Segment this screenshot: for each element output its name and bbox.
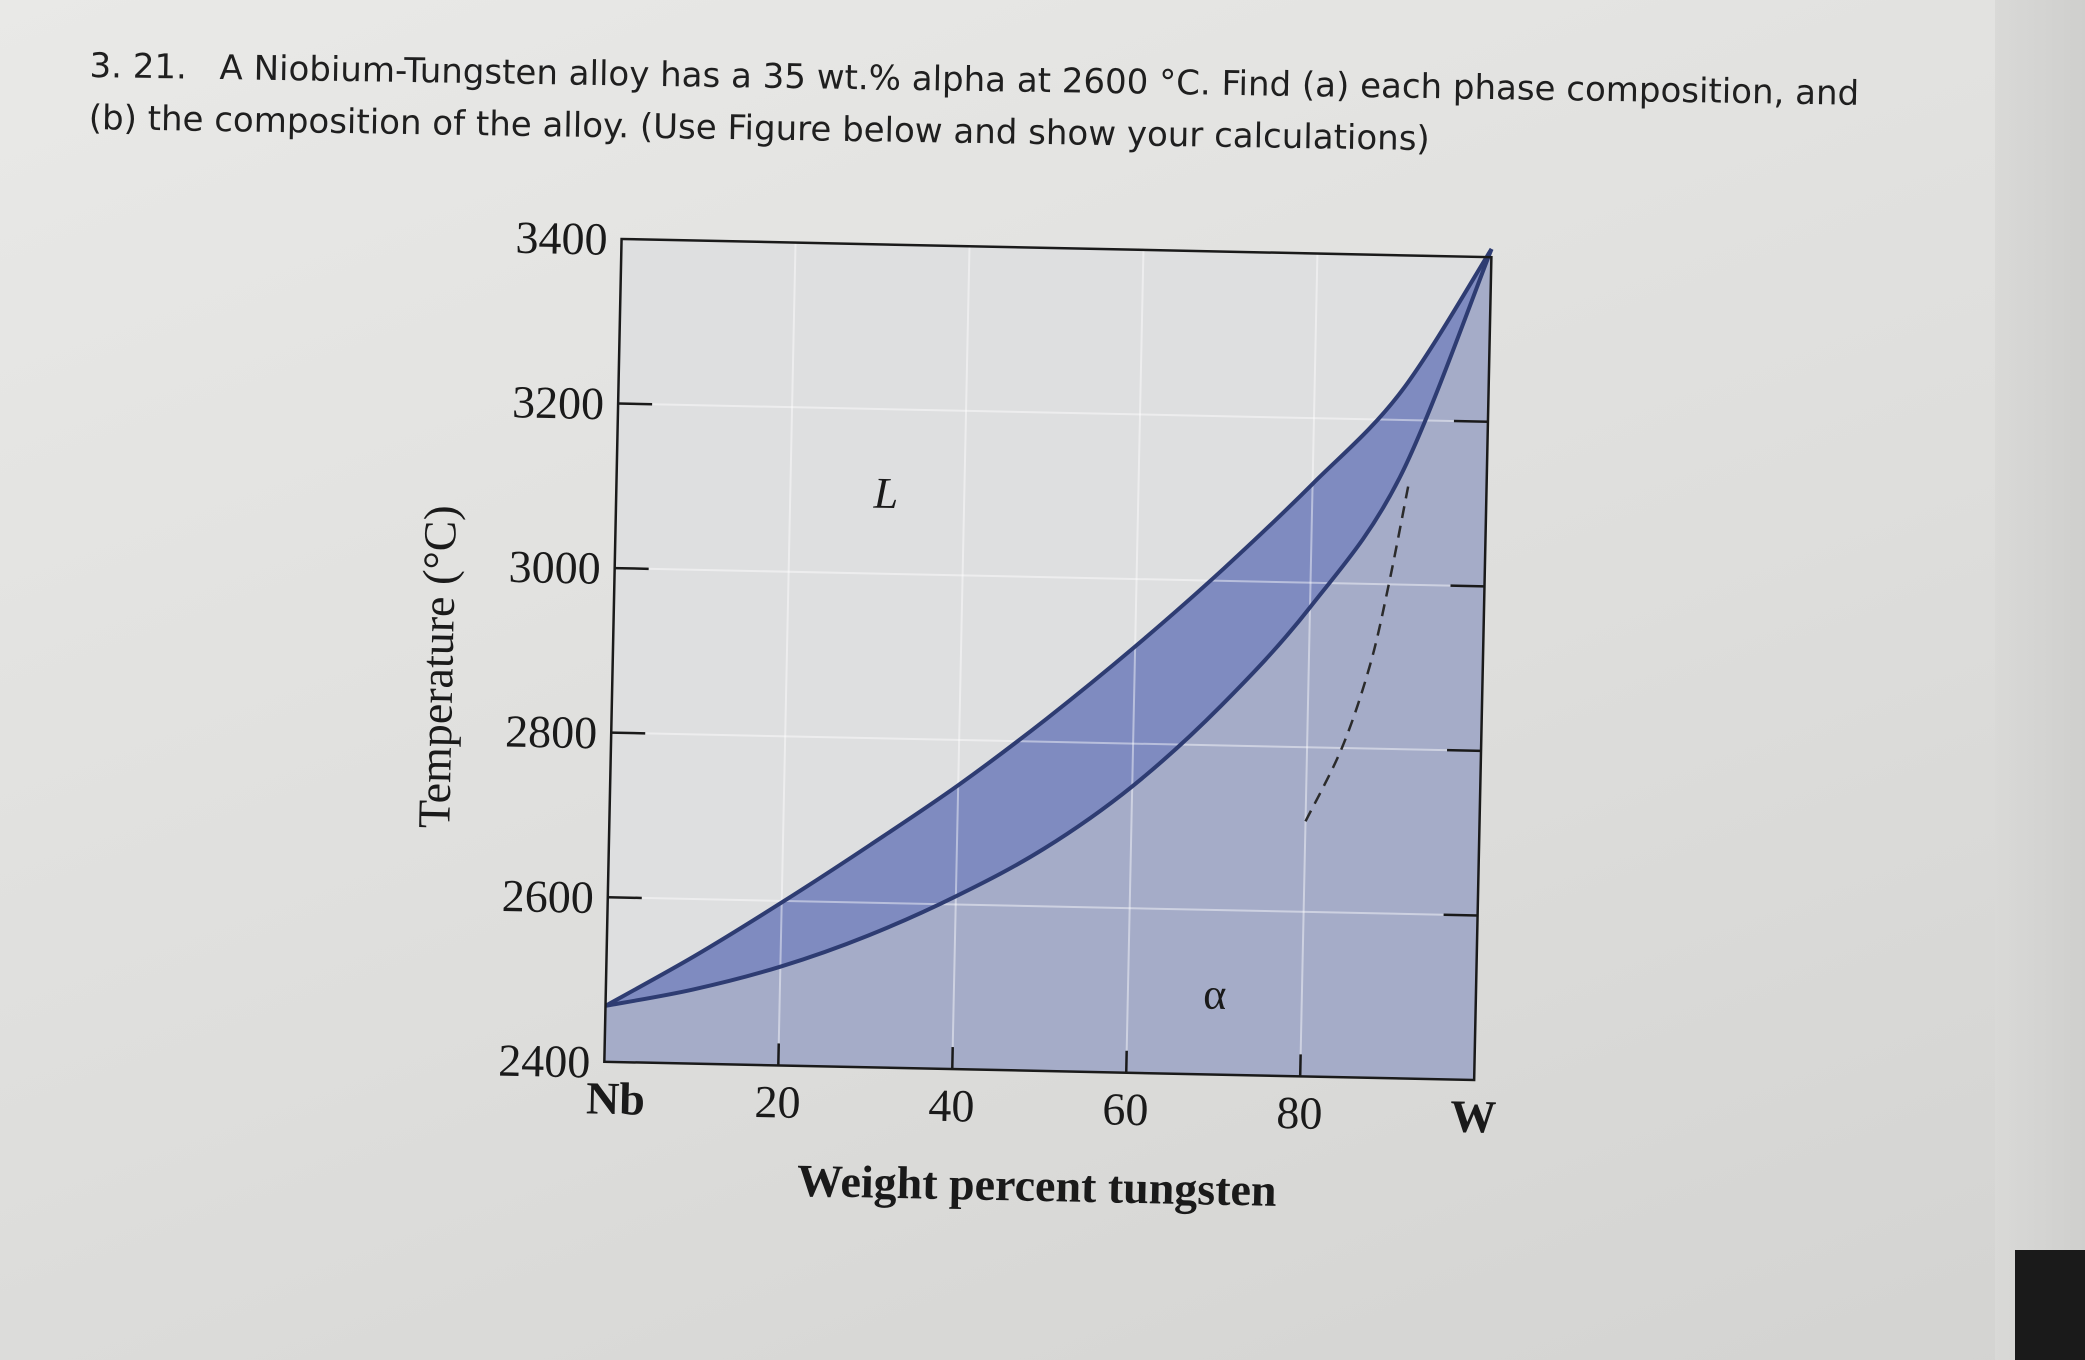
x-tick-label: 40 bbox=[928, 1080, 975, 1132]
liquid-region bbox=[605, 238, 1492, 1006]
grid-line-y bbox=[614, 567, 1485, 588]
axis-ticks bbox=[607, 402, 1488, 1077]
x-tick-label: Nb bbox=[586, 1072, 646, 1124]
y-tick-label: 3000 bbox=[508, 541, 601, 594]
y-tick-label: 2400 bbox=[498, 1035, 591, 1088]
dashed-curve bbox=[1304, 485, 1410, 822]
y-tick-left bbox=[607, 895, 642, 900]
y-tick-label: 3200 bbox=[512, 376, 605, 429]
region-label-liquid: L bbox=[872, 469, 899, 519]
region-label-alpha: α bbox=[1203, 969, 1227, 1018]
x-tick-label: W bbox=[1450, 1091, 1497, 1143]
y-tick-right bbox=[1443, 913, 1478, 917]
grid-line-y bbox=[611, 731, 1482, 752]
y-axis-label: Temperature (°C) bbox=[408, 505, 466, 829]
grid-line-y bbox=[607, 896, 1478, 917]
y-tick-right bbox=[1447, 748, 1482, 753]
y-tick-left bbox=[618, 402, 653, 406]
grid-line-x bbox=[1125, 249, 1145, 1073]
grid-line-y bbox=[618, 402, 1488, 423]
background-corner bbox=[2015, 1250, 2085, 1360]
x-tick-label: 20 bbox=[754, 1076, 801, 1128]
x-axis-label: Weight percent tungsten bbox=[797, 1155, 1278, 1216]
y-tick-label: 2600 bbox=[501, 870, 594, 923]
x-tick-label: 60 bbox=[1102, 1083, 1149, 1135]
y-tick-label: 2800 bbox=[505, 705, 598, 758]
grid-line-x bbox=[1299, 253, 1319, 1077]
solidus-curve bbox=[605, 248, 1494, 1008]
paper-edge bbox=[1995, 0, 2085, 1360]
y-tick-left bbox=[614, 566, 649, 571]
plot-frame bbox=[603, 237, 1493, 1082]
grid-lines bbox=[607, 242, 1488, 1077]
x-tick-label: 80 bbox=[1276, 1087, 1323, 1139]
y-tick-label: 3400 bbox=[515, 212, 608, 265]
y-tick-left bbox=[611, 731, 646, 735]
y-tick-labels: 2400 2600 2800 3000 3200 3400 bbox=[498, 212, 608, 1088]
liquidus-curve bbox=[604, 247, 1494, 1008]
x-tick-labels: Nb 20 40 60 80 W bbox=[586, 1072, 1497, 1142]
y-tick-right bbox=[1453, 419, 1488, 424]
y-tick-right bbox=[1450, 584, 1485, 588]
grid-line-x bbox=[777, 242, 797, 1066]
grid-line-x bbox=[951, 246, 971, 1070]
